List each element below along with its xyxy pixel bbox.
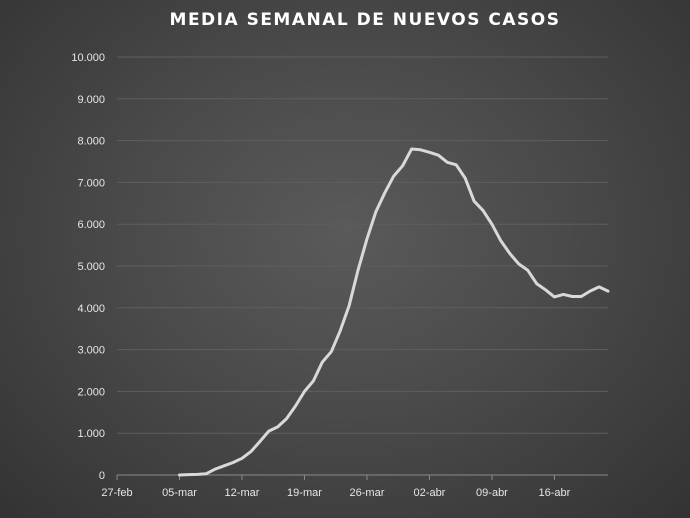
gridlines [117, 56, 608, 476]
series-line [178, 147, 610, 477]
y-tick-label: 8.000 [77, 136, 105, 148]
x-axis-tick-labels: 27-feb 05-mar 12-mar 19-mar 26-mar 02-abr 09-a… [101, 475, 571, 499]
x-tick-label: 09-abr [476, 487, 508, 499]
x-tick-label: 19-mar [287, 487, 322, 499]
x-tick-label: 12-mar [225, 487, 260, 499]
y-tick-label: 1.000 [77, 428, 105, 440]
y-tick-label: 2.000 [77, 386, 105, 398]
y-tick-label: 5.000 [77, 261, 105, 273]
y-tick-label: 4.000 [77, 303, 105, 315]
x-tick-label: 05-mar [162, 487, 197, 499]
y-axis-tick-labels: 0 1.000 2.000 3.000 4.000 5.000 6.000 7.000 8.00… [71, 52, 105, 482]
x-tick-label: 26-mar [350, 487, 385, 499]
y-tick-label: 7.000 [77, 177, 105, 189]
y-tick-label: 9.000 [77, 94, 105, 106]
chart-title: MEDIA SEMANAL DE NUEVOS CASOS [170, 10, 561, 30]
y-tick-label: 0 [99, 470, 105, 482]
y-tick-label: 6.000 [77, 219, 105, 231]
x-tick-label: 27-feb [101, 487, 132, 499]
x-tick-label: 16-abr [539, 487, 571, 499]
y-tick-label: 3.000 [77, 345, 105, 357]
x-tick-label: 02-abr [414, 487, 446, 499]
y-tick-label: 10.000 [71, 52, 105, 64]
